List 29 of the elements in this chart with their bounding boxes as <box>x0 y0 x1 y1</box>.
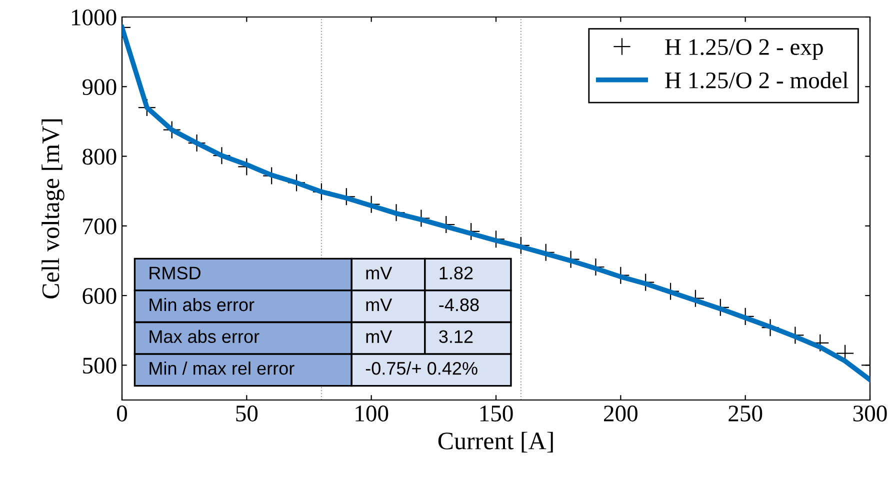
x-tick-label: 100 <box>356 406 388 422</box>
annotation: mV <box>366 266 392 280</box>
y-tick-label: 500 <box>83 358 116 374</box>
x-tick-label: 300 <box>853 406 887 422</box>
x-tick-label: 200 <box>604 406 638 422</box>
y-tick-label: 900 <box>82 79 116 96</box>
legend-label: H 1.25/O 2 - model <box>665 72 848 88</box>
annotation: 1.82 <box>440 266 473 280</box>
annotation: Max abs error <box>150 330 260 343</box>
x-tick-label: 150 <box>480 406 513 422</box>
x-tick-label: 0 <box>116 406 128 422</box>
line-series <box>122 25 870 382</box>
annotation: mV <box>366 330 392 343</box>
x-tick-label: 50 <box>236 406 258 422</box>
y-tick-label: 700 <box>83 218 116 234</box>
annotation: -0.75/+ 0.42% <box>366 362 478 375</box>
annotation: 3.12 <box>439 330 473 343</box>
x-tick-label: 250 <box>728 406 762 422</box>
annotation: RMSD <box>150 266 200 280</box>
annotation: Min / max rel error <box>150 362 294 375</box>
annotation: Min abs error <box>150 298 254 312</box>
y-tick-label: 800 <box>82 148 116 165</box>
y-tick-label: 1000 <box>72 9 116 26</box>
y-axis-title: Cell voltage [mV] <box>42 119 64 298</box>
y-tick-label: 600 <box>82 288 116 304</box>
x-axis-title: Current [A] <box>438 432 553 453</box>
annotation: mV <box>366 298 392 312</box>
annotation: -4.88 <box>439 298 479 312</box>
legend-label: H 1.25/O 2 - exp <box>665 39 823 60</box>
